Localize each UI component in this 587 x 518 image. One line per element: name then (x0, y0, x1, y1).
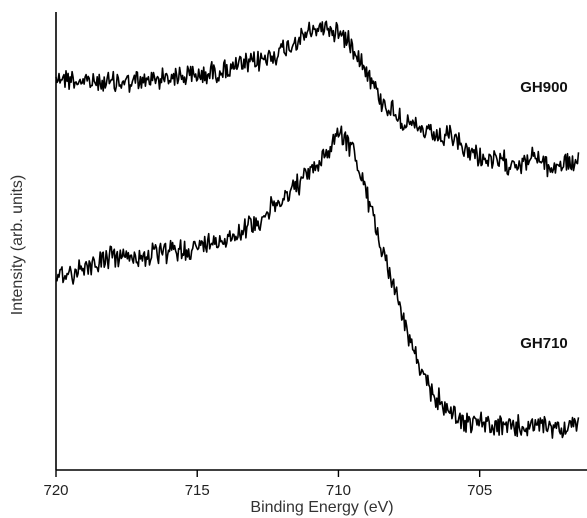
x-tick-label: 710 (326, 482, 351, 499)
series-line-gh710 (55, 125, 580, 439)
x-tick-group: 720 715 710 705 (43, 470, 492, 499)
x-tick-label: 720 (43, 482, 68, 499)
y-axis-title: Intensity (arb. units) (9, 175, 26, 316)
series-line-gh900 (55, 20, 580, 178)
x-tick-label: 715 (185, 482, 210, 499)
series-layer (55, 20, 580, 439)
series-label-layer: GH900 GH710 (520, 79, 568, 352)
series-label-gh710: GH710 (520, 335, 568, 352)
x-axis-title: Binding Energy (eV) (250, 499, 393, 516)
series-label-gh900: GH900 (520, 79, 568, 96)
x-tick-label: 705 (467, 482, 492, 499)
